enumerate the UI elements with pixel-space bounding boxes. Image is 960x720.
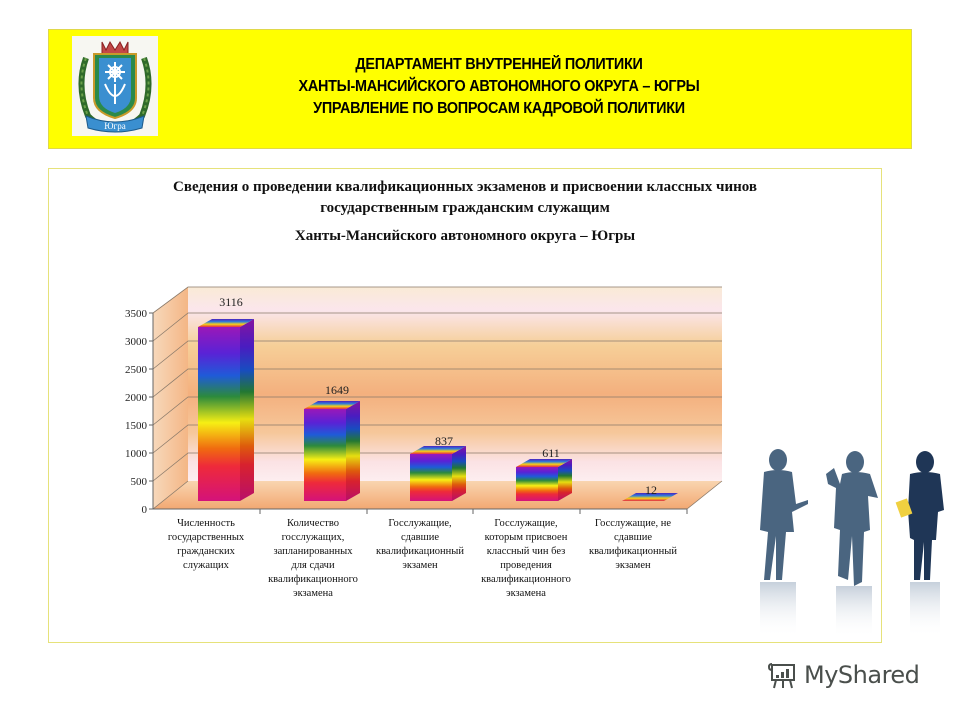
person-silhouette-icon [895, 451, 944, 580]
bar-0: 3116 [198, 295, 254, 501]
header-banner: Югра ДЕПАРТАМЕНТ ВНУТРЕННЕЙ ПОЛИТИКИ ХАН… [48, 29, 912, 149]
y-axis-ticks: 0 500 1000 1500 2000 2500 3000 3500 [125, 308, 148, 516]
header-line-division: УПРАВЛЕНИЕ ПО ВОПРОСАМ КАДРОВОЙ ПОЛИТИКИ [313, 100, 685, 117]
coat-of-arms-icon: Югра [78, 40, 152, 133]
y-tick: 1500 [125, 420, 148, 432]
y-tick: 3500 [125, 308, 148, 320]
business-people-illustration [760, 449, 944, 638]
y-tick: 1000 [125, 448, 148, 460]
watermark-text: MyShared [804, 661, 920, 689]
chart-title-line2: государственным гражданским служащим [320, 200, 610, 216]
gridlines [152, 286, 723, 510]
header-title: ДЕПАРТАМЕНТ ВНУТРЕННЕЙ ПОЛИТИКИ ХАНТЫ-МА… [220, 54, 778, 120]
bar-1: 1649 [304, 383, 360, 501]
bar-2: 837 [410, 434, 466, 501]
chart-side-wall [153, 287, 188, 509]
presentation-board-icon [767, 663, 795, 689]
myshared-watermark: MyShared [766, 655, 936, 695]
header-line-region: ХАНТЫ-МАНСИЙСКОГО АВТОНОМНОГО ОКРУГА – Ю… [298, 78, 700, 95]
bar-3: 611 [516, 446, 572, 501]
logo-label: Югра [104, 121, 125, 131]
bar-value-label: 1649 [325, 383, 349, 397]
y-tick: 2000 [125, 392, 148, 404]
y-tick: 500 [131, 476, 148, 488]
chart-title-line3: Ханты-Мансийского автономного округа – Ю… [294, 228, 636, 244]
folder-icon [895, 498, 913, 518]
y-tick: 0 [142, 504, 148, 516]
bar-value-label: 611 [542, 446, 560, 460]
chart-title: Сведения о проведении квалификационных э… [49, 177, 881, 247]
person-silhouette-icon [760, 449, 808, 580]
bar-value-label: 837 [435, 434, 453, 448]
bar-chart: 0 500 1000 1500 2000 2500 3000 3500 3116… [125, 286, 723, 516]
y-tick: 3000 [125, 336, 148, 348]
x-category-label: Численность государственных гражданских … [167, 518, 245, 571]
coat-of-arms-logo: Югра [72, 36, 158, 136]
header-line-department: ДЕПАРТАМЕНТ ВНУТРЕННЕЙ ПОЛИТИКИ [355, 56, 643, 73]
x-category-label: Госслужащие, не сдавшие квалификационный… [589, 518, 677, 571]
chart-title-line1: Сведения о проведении квалификационных э… [173, 179, 757, 195]
person-silhouette-icon [826, 451, 878, 586]
y-tick: 2500 [125, 364, 148, 376]
bar-value-label: 12 [645, 483, 657, 497]
bar-4: 12 [622, 483, 678, 501]
x-category-label: Количество госслужащих, запланированных … [268, 518, 358, 599]
bar-value-label: 3116 [219, 295, 243, 309]
x-category-label: Госслужащие, которым присвоен классный ч… [481, 518, 571, 599]
x-category-label: Госслужащие, сдавшие квалификационный эк… [376, 518, 464, 571]
y-axis [149, 312, 688, 514]
